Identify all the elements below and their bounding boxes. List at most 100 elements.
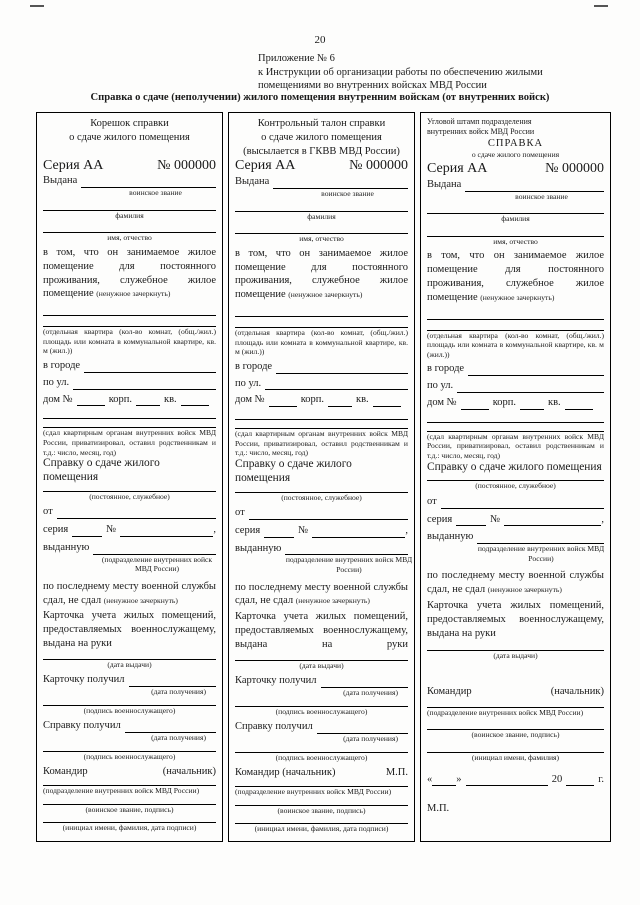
blank-line <box>235 751 408 753</box>
issued-label: Выдана <box>43 175 78 187</box>
card-received-row: Карточку получил <box>235 674 408 689</box>
certificate-received-row: Справку получил <box>235 720 408 735</box>
strike-note: (ненужное зачеркнуть) <box>288 290 363 300</box>
from-blank-line <box>440 497 604 509</box>
apartment-label: кв. <box>356 394 369 406</box>
name-blank-line <box>235 233 408 235</box>
blank-line <box>235 326 408 328</box>
column-control-coupon: Контрольный талон справки о сдаче жилого… <box>228 112 415 842</box>
series-label: Серия АА <box>43 157 104 173</box>
street-row: по ул. <box>43 376 216 390</box>
blank-line <box>43 658 216 660</box>
apartment-label: кв. <box>164 393 177 405</box>
receive-date-caption: (дата получения) <box>151 687 206 697</box>
series-no-row: серия № , <box>43 523 216 537</box>
issued-by-label: выданную <box>235 542 282 554</box>
blank-line <box>43 490 216 492</box>
house-label: дом № <box>427 396 457 408</box>
last-duty-text: по последнему месту военной службы сдал,… <box>235 581 408 607</box>
column-certificate: Угловой штамп подразделения внутренних в… <box>420 112 611 842</box>
from-blank-line <box>248 508 408 520</box>
day-blank-line <box>432 774 457 787</box>
scan-artifact <box>594 5 608 7</box>
occupied-paragraph: в том, что он занимаемое жилое помещение… <box>43 246 216 301</box>
blank-line <box>43 418 216 420</box>
blank-line <box>427 729 604 731</box>
column-title-line: Контрольный талон справки <box>257 118 386 129</box>
column-title-line: о сдаче жилого помещения <box>69 131 190 143</box>
street-blank-line <box>457 381 604 393</box>
issued-label: Выдана <box>427 178 462 190</box>
series-row: Серия АА № 000000 <box>427 162 604 176</box>
street-blank-line <box>265 378 408 391</box>
name-blank-line <box>427 235 604 237</box>
rank-caption: воинское звание <box>129 188 182 198</box>
series-number: № 000000 <box>157 157 216 173</box>
certificate-subtitle: о сдаче жилого помещения <box>471 150 560 160</box>
certificate-line: Справку о сдаче жилого помещения <box>235 457 352 484</box>
strike-note: (ненужное зачеркнуть) <box>487 585 562 595</box>
street-label: по ул. <box>427 380 454 392</box>
blank-line <box>427 752 604 754</box>
form-columns: Корешок справки о сдаче жилого помещения… <box>36 112 611 842</box>
apartment-blank-line <box>180 394 209 407</box>
blank-line <box>235 419 408 421</box>
commander-chief-label: Командир (начальник) <box>235 767 336 779</box>
issued-blank-line <box>465 180 604 192</box>
signature-caption: (подпись военнослужащего) <box>275 752 368 762</box>
column-title: Корешок справки о сдаче жилого помещения <box>43 117 216 145</box>
house-label: дом № <box>43 393 73 405</box>
series-label: Серия АА <box>427 160 488 176</box>
issued-by-label: выданную <box>43 541 90 553</box>
rank-signature-caption: (воинское звание, подпись) <box>471 730 560 740</box>
blank-line <box>235 823 408 825</box>
surname-caption: фамилия <box>501 214 530 224</box>
initials-caption: (инициал имени, фамилия, дата подписи) <box>62 823 197 833</box>
card-paragraph: Карточка учета жилых помещений, предоста… <box>427 600 604 639</box>
last-duty-paragraph: по последнему месту военной службы сдал,… <box>235 581 408 609</box>
strike-note: (ненужное зачеркнуть) <box>480 292 555 302</box>
city-blank-line <box>468 364 604 377</box>
number-blank-line <box>504 514 602 527</box>
corner-stamp-line: Угловой штамп подразделения <box>427 117 532 126</box>
appendix-reference: Приложение № 6 к Инструкции об организац… <box>258 52 543 93</box>
from-blank-line <box>56 507 216 520</box>
rank-caption: воинское звание <box>321 188 374 198</box>
blank-line <box>427 430 604 432</box>
blank-line <box>43 822 216 824</box>
card-received-row: Карточку получил <box>43 673 216 688</box>
comma: , <box>213 524 216 536</box>
corner-stamp-caption: Угловой штамп подразделения внутренних в… <box>427 117 604 137</box>
blank-line <box>235 705 408 707</box>
blank-line <box>43 750 216 752</box>
city-row: в городе <box>427 362 604 377</box>
city-blank-line <box>84 361 216 373</box>
blank-line <box>427 421 604 423</box>
blank-line <box>43 315 216 317</box>
surrender-caption: (сдал квартирным органам внутренних войс… <box>235 429 408 458</box>
street-label: по ул. <box>43 376 70 388</box>
city-row: в городе <box>43 359 216 373</box>
appendix-line: Приложение № 6 <box>258 53 335 64</box>
certificate-received-blank-line <box>316 722 408 735</box>
series2-label: серия <box>43 524 69 536</box>
unit-caption-bottom: (подразделение внутренних войск МВД Росс… <box>43 786 200 796</box>
strike-note: (ненужное зачеркнуть) <box>103 595 178 605</box>
house-blank-line <box>76 394 105 407</box>
blank-line <box>235 786 408 788</box>
blank-line <box>427 480 604 482</box>
commander-label: Командир <box>43 766 88 778</box>
issued-by-label: выданную <box>427 531 474 543</box>
street-label: по ул. <box>235 377 262 389</box>
address-row: дом № корп. кв. <box>235 393 408 408</box>
from-row: от <box>235 506 408 520</box>
certificate-received-label: Справку получил <box>43 720 121 732</box>
commander-row: Командир (начальник) <box>427 685 604 699</box>
surname-blank-line <box>235 210 408 212</box>
unit-caption-bottom: (подразделение внутренних войск МВД Росс… <box>235 787 392 797</box>
receive-date-caption: (дата получения) <box>343 734 398 744</box>
document-title: Справка о сдаче (неполучении) жилого пом… <box>90 92 550 103</box>
last-duty-paragraph: по последнему месту военной службы сдал,… <box>427 569 604 597</box>
series-blank-line <box>264 526 295 538</box>
commander-row: Командир (начальник) М.П. <box>235 766 408 780</box>
